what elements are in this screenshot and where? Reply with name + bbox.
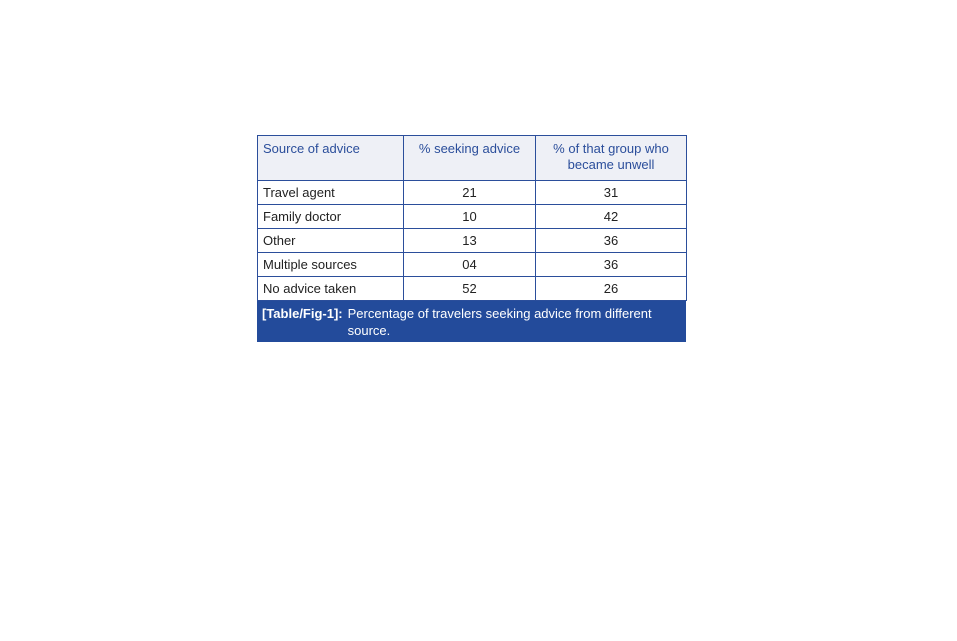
header-seeking: % seeking advice bbox=[403, 135, 536, 181]
caption-text: Percentage of travelers seeking advice f… bbox=[347, 306, 652, 338]
table-row: Multiple sources 04 36 bbox=[257, 252, 687, 277]
table-caption: [Table/Fig-1]: Percentage of travelers s… bbox=[257, 301, 686, 342]
advice-table: Source of advice % seeking advice % of t… bbox=[257, 135, 687, 301]
cell-seeking: 04 bbox=[403, 252, 536, 277]
table-row: Other 13 36 bbox=[257, 228, 687, 253]
cell-source: No advice taken bbox=[257, 276, 404, 301]
table-figure: Source of advice % seeking advice % of t… bbox=[257, 135, 687, 342]
cell-unwell: 36 bbox=[535, 252, 687, 277]
table-row: Family doctor 10 42 bbox=[257, 204, 687, 229]
cell-unwell: 42 bbox=[535, 204, 687, 229]
cell-source: Multiple sources bbox=[257, 252, 404, 277]
header-unwell: % of that group who became unwell bbox=[535, 135, 687, 181]
caption-label: [Table/Fig-1]: bbox=[262, 306, 343, 321]
table-row: No advice taken 52 26 bbox=[257, 276, 687, 301]
table-row: Travel agent 21 31 bbox=[257, 180, 687, 205]
cell-unwell: 31 bbox=[535, 180, 687, 205]
cell-unwell: 26 bbox=[535, 276, 687, 301]
cell-seeking: 10 bbox=[403, 204, 536, 229]
header-row: Source of advice % seeking advice % of t… bbox=[257, 135, 687, 181]
cell-seeking: 21 bbox=[403, 180, 536, 205]
cell-source: Family doctor bbox=[257, 204, 404, 229]
cell-seeking: 52 bbox=[403, 276, 536, 301]
cell-unwell: 36 bbox=[535, 228, 687, 253]
cell-source: Travel agent bbox=[257, 180, 404, 205]
header-source: Source of advice bbox=[257, 135, 404, 181]
cell-seeking: 13 bbox=[403, 228, 536, 253]
cell-source: Other bbox=[257, 228, 404, 253]
